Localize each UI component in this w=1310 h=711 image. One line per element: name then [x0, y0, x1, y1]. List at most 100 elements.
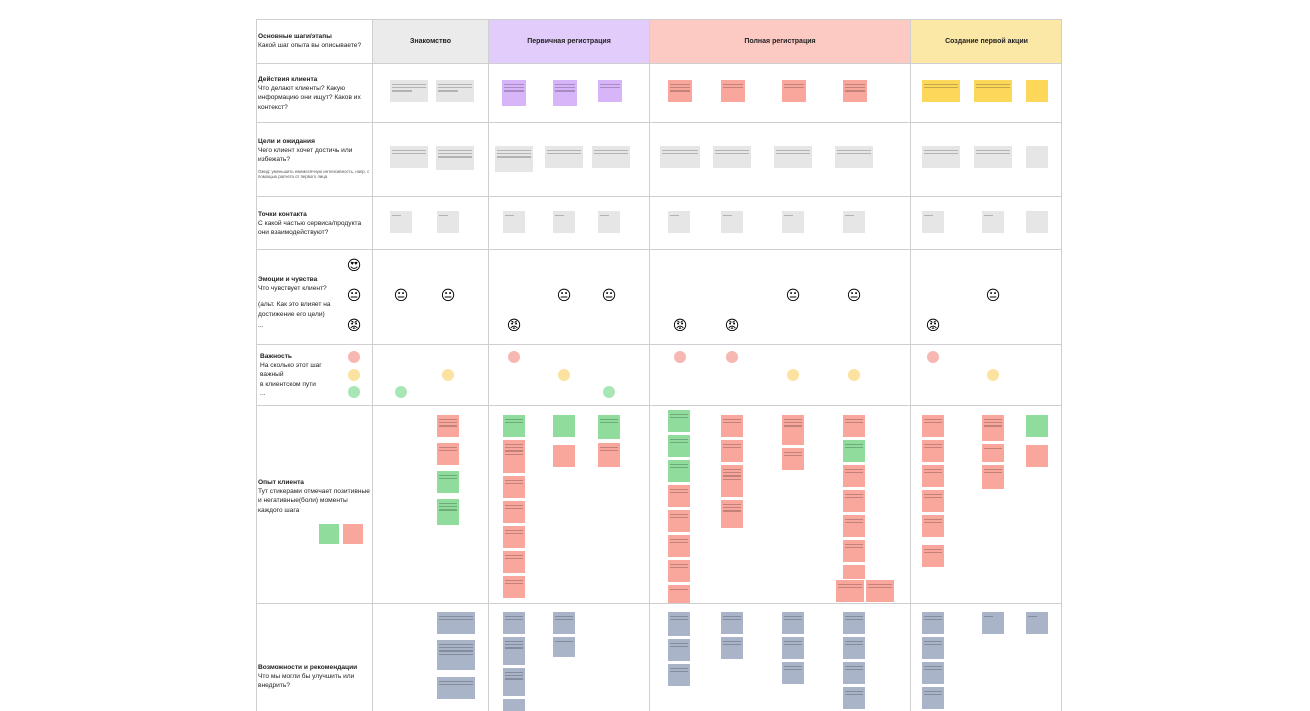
sticky-note[interactable]: [922, 687, 944, 709]
emoji-neutral-icon[interactable]: 😐: [846, 288, 862, 304]
sticky-note[interactable]: [503, 501, 525, 523]
emoji-neutral-icon[interactable]: 😐: [985, 288, 1001, 304]
sticky-note[interactable]: [721, 465, 743, 497]
sticky-note[interactable]: [503, 668, 525, 696]
sticky-note[interactable]: [668, 585, 690, 603]
sticky-note[interactable]: [843, 415, 865, 437]
importance-medium-dot[interactable]: [848, 369, 860, 381]
sticky-note[interactable]: [922, 515, 944, 537]
sticky-note[interactable]: [843, 662, 865, 684]
sticky-note[interactable]: [843, 80, 867, 102]
importance-high-dot[interactable]: [508, 351, 520, 363]
stage-header-full-registration[interactable]: Полная регистрация: [744, 38, 816, 45]
sticky-note[interactable]: [503, 415, 525, 437]
sticky-note[interactable]: [982, 444, 1004, 462]
stage-header-first-promotion[interactable]: Создание первой акции: [945, 38, 1028, 45]
sticky-note[interactable]: [721, 211, 743, 233]
sticky-note[interactable]: [553, 637, 575, 657]
sticky-note[interactable]: [721, 415, 743, 437]
sticky-note[interactable]: [721, 80, 745, 102]
sticky-note[interactable]: [668, 535, 690, 557]
importance-high-dot[interactable]: [927, 351, 939, 363]
sticky-note[interactable]: [545, 146, 583, 168]
emoji-angry-icon[interactable]: 😡: [672, 318, 688, 334]
sticky-note[interactable]: [922, 545, 944, 567]
emoji-neutral-icon[interactable]: 😐: [393, 288, 409, 304]
sticky-note[interactable]: [922, 662, 944, 684]
sticky-note[interactable]: [553, 80, 577, 106]
sticky-note[interactable]: [782, 415, 804, 445]
sticky-note[interactable]: [553, 211, 575, 233]
sticky-note[interactable]: [668, 211, 690, 233]
sticky-note[interactable]: [982, 612, 1004, 634]
sticky-note[interactable]: [437, 499, 459, 525]
sticky-note[interactable]: [1026, 415, 1048, 437]
sticky-note[interactable]: [503, 551, 525, 573]
emoji-neutral-icon[interactable]: 😐: [556, 288, 572, 304]
sticky-note[interactable]: [668, 560, 690, 582]
sticky-note[interactable]: [843, 612, 865, 634]
sticky-note[interactable]: [721, 440, 743, 462]
emoji-neutral-icon[interactable]: 😐: [440, 288, 456, 304]
sticky-note[interactable]: [503, 526, 525, 548]
sticky-note[interactable]: [1026, 80, 1048, 102]
sticky-note[interactable]: [553, 612, 575, 634]
importance-low-dot[interactable]: [395, 386, 407, 398]
sticky-note[interactable]: [668, 612, 690, 636]
sticky-note[interactable]: [843, 540, 865, 562]
sticky-note[interactable]: [922, 490, 944, 512]
sticky-note[interactable]: [782, 637, 804, 659]
sticky-note[interactable]: [866, 580, 894, 602]
sticky-note[interactable]: [503, 440, 525, 473]
sticky-note[interactable]: [922, 415, 944, 437]
sticky-note[interactable]: [1026, 146, 1048, 168]
sticky-note[interactable]: [836, 580, 864, 602]
importance-medium-dot[interactable]: [558, 369, 570, 381]
sticky-note[interactable]: [668, 639, 690, 661]
sticky-note[interactable]: [598, 415, 620, 439]
sticky-note[interactable]: [668, 80, 692, 102]
importance-high-dot[interactable]: [726, 351, 738, 363]
sticky-note[interactable]: [503, 211, 525, 233]
stage-header-primary-registration[interactable]: Первичная регистрация: [527, 38, 611, 45]
sticky-note[interactable]: [843, 490, 865, 512]
sticky-note[interactable]: [437, 471, 459, 493]
sticky-note[interactable]: [982, 211, 1004, 233]
sticky-note[interactable]: [922, 612, 944, 634]
sticky-note[interactable]: [1026, 211, 1048, 233]
importance-medium-dot[interactable]: [987, 369, 999, 381]
sticky-note[interactable]: [437, 640, 475, 670]
sticky-note[interactable]: [774, 146, 812, 168]
sticky-note[interactable]: [390, 146, 428, 168]
sticky-note[interactable]: [437, 415, 459, 437]
emoji-angry-icon[interactable]: 😡: [724, 318, 740, 334]
sticky-note[interactable]: [982, 415, 1004, 441]
sticky-note[interactable]: [721, 612, 743, 634]
sticky-note[interactable]: [668, 664, 690, 686]
sticky-note[interactable]: [843, 687, 865, 709]
sticky-note[interactable]: [553, 445, 575, 467]
emoji-neutral-icon[interactable]: 😐: [601, 288, 617, 304]
emoji-angry-icon[interactable]: 😡: [925, 318, 941, 334]
sticky-note[interactable]: [922, 637, 944, 659]
importance-medium-dot[interactable]: [442, 369, 454, 381]
sticky-note[interactable]: [503, 637, 525, 665]
sticky-note[interactable]: [668, 485, 690, 507]
sticky-note[interactable]: [598, 80, 622, 102]
sticky-note[interactable]: [922, 440, 944, 462]
sticky-note[interactable]: [390, 80, 428, 102]
sticky-note[interactable]: [598, 211, 620, 233]
sticky-note[interactable]: [843, 565, 865, 579]
sticky-note[interactable]: [390, 211, 412, 233]
sticky-note[interactable]: [721, 500, 743, 528]
sticky-note[interactable]: [553, 415, 575, 437]
sticky-note[interactable]: [668, 435, 690, 457]
sticky-note[interactable]: [437, 677, 475, 699]
sticky-note[interactable]: [437, 211, 459, 233]
sticky-note[interactable]: [782, 80, 806, 102]
sticky-note[interactable]: [668, 410, 690, 432]
sticky-note[interactable]: [1026, 445, 1048, 467]
sticky-note[interactable]: [668, 460, 690, 482]
stage-header-acquaintance[interactable]: Знакомство: [410, 38, 451, 45]
importance-medium-dot[interactable]: [787, 369, 799, 381]
